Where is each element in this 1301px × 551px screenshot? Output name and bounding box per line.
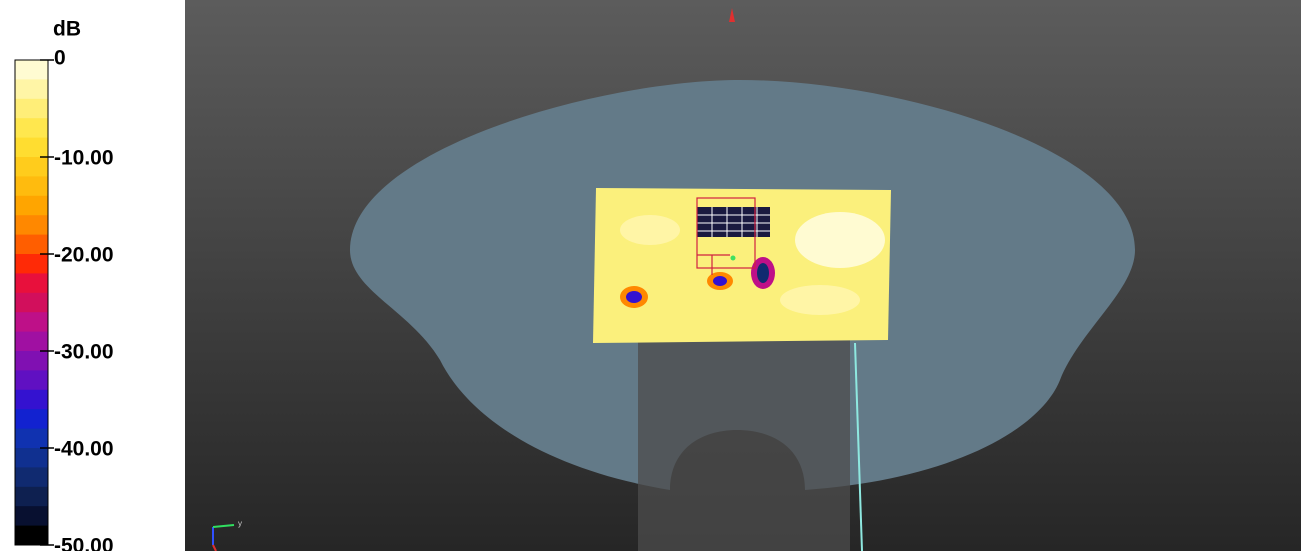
array-grid [697,207,770,237]
colorbar-band [15,389,48,410]
colorbar-band [15,292,48,313]
colorbar-band [15,234,48,255]
colorbar-band [15,157,48,177]
colorbar-tick-label: -30.00 [54,341,114,364]
viewport: y [185,0,1301,551]
colorbar-band [15,351,48,371]
colorbar-band [15,486,48,507]
colorbar-band [15,215,48,236]
orientation-marker [729,8,735,22]
field-patch [780,285,860,315]
colorbar-band [15,60,48,80]
cable [854,342,863,551]
colorbar-band [15,176,48,197]
colorbar-band [15,409,48,430]
axes-triad: y [212,519,242,551]
antenna-array [697,207,770,237]
colorbar-band [15,79,48,100]
colorbar-tick-label: 0 [54,47,66,70]
colorbar-band [15,370,48,391]
colorbar-band [15,467,48,488]
colorbar-tick-label: -10.00 [54,147,114,170]
colorbar: dB 0 -10.00 -20.00 -30.00 -40.00 -50.00 [14,18,114,551]
colorbar-band [15,506,48,527]
hotspot [757,263,769,283]
colorbar-band [15,448,48,468]
colorbar-band [15,118,48,139]
field-patch [795,212,885,268]
colorbar-tick-label: -40.00 [54,438,114,461]
colorbar-frame [14,59,49,546]
colorbar-band [15,331,48,352]
colorbar-tick-label: -20.00 [54,244,114,267]
hotspot [626,291,642,303]
colorbar-band [15,525,48,546]
neck-column [638,340,850,551]
colorbar-tick-label: -50.00 [54,535,114,551]
colorbar-band [15,98,48,119]
colorbar-band [15,254,48,274]
colorbar-band [15,428,48,449]
feed-structure [696,197,756,275]
colorbar-band [15,273,48,294]
colorbar-band [15,312,48,333]
field-patch [620,215,680,245]
axis-label: y [238,519,242,528]
colorbar-title: dB [53,18,81,41]
probe-point [730,255,736,261]
hotspot [713,276,727,286]
colorbar-band [15,137,48,158]
colorbar-band [15,195,48,216]
